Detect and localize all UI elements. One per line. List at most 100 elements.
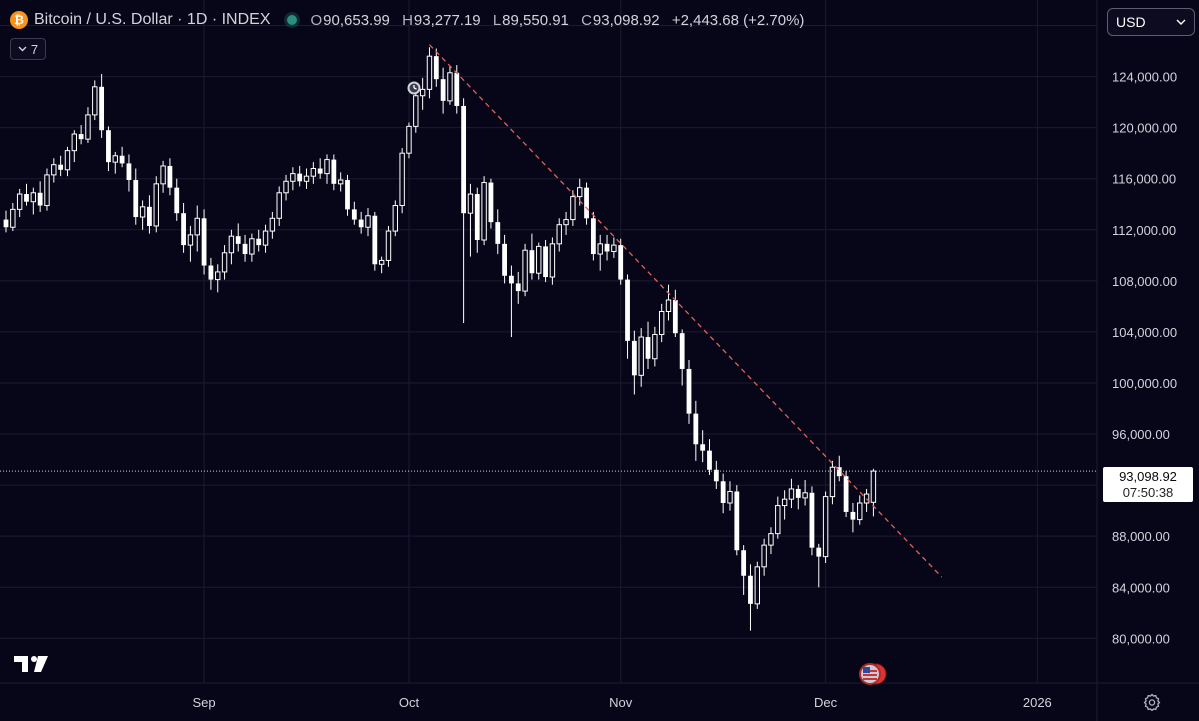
candle-body-down <box>256 238 262 246</box>
price-axis-tick-label: 80,000.00 <box>1112 631 1170 646</box>
candle-body-up <box>228 235 235 254</box>
candle-body-down <box>625 279 630 341</box>
candle-body-down <box>461 105 467 214</box>
candle-body-down <box>720 481 726 503</box>
tradingview-logo-icon[interactable] <box>14 654 50 674</box>
last-price-label: 93,098.92 07:50:38 <box>1103 467 1193 502</box>
candle-body-up <box>337 179 344 185</box>
candle-body-up <box>276 192 282 219</box>
candle-body-up <box>727 491 733 504</box>
candle-body-up <box>221 252 228 273</box>
candle-body-down <box>495 222 501 244</box>
candle-body-up <box>556 224 562 245</box>
candle-body-up <box>153 183 159 227</box>
time-axis[interactable]: Sep Oct Nov Dec 2026 <box>192 695 1051 710</box>
candle-body-up <box>857 502 863 521</box>
alert-clock-icon[interactable] <box>407 81 421 95</box>
candle-body-up <box>536 245 542 274</box>
candle-body-up <box>283 180 289 194</box>
candle-body-down <box>686 368 692 414</box>
candle-body-up <box>822 496 829 558</box>
candle-body-up <box>30 192 37 203</box>
time-axis-tick-label: Oct <box>399 695 420 710</box>
candle-body-up <box>85 114 91 140</box>
candle-body-up <box>378 259 385 265</box>
candle-body-down <box>331 159 337 184</box>
candle-body-up <box>577 187 583 198</box>
price-axis-tick-label: 112,000.00 <box>1112 223 1176 238</box>
candle-body-down <box>543 246 548 278</box>
candle-body-up <box>92 86 98 116</box>
candle-body-down <box>645 337 651 359</box>
time-axis-tick-label: Sep <box>192 695 215 710</box>
candle-body-down <box>167 165 173 188</box>
candle-body-up <box>160 165 166 185</box>
candle-body-down <box>99 86 105 131</box>
candle-body-up <box>426 55 433 90</box>
candle-body-down <box>433 56 439 80</box>
candle-body-down <box>126 163 132 181</box>
currency-select[interactable]: USD <box>1107 8 1195 36</box>
market-status-icon[interactable] <box>286 15 297 25</box>
close-value: 93,098.92 <box>592 11 660 29</box>
price-axis[interactable]: 80,000.0084,000.0088,000.0092,000.0096,0… <box>1112 19 1177 647</box>
bar-countdown: 07:50:38 <box>1122 485 1174 500</box>
candle-body-up <box>310 168 317 177</box>
candle-body-up <box>194 217 200 236</box>
indicators-toggle-button[interactable]: 7 <box>10 38 46 60</box>
candle-body-down <box>502 243 507 276</box>
candle-body-up <box>385 230 392 261</box>
settings-gear-icon[interactable] <box>1143 693 1161 711</box>
candle-body-up <box>522 249 528 292</box>
currency-value: USD <box>1116 14 1146 30</box>
candle-body-up <box>413 95 419 127</box>
candle-body-down <box>78 134 84 140</box>
candle-body-down <box>3 219 9 228</box>
candle-body-up <box>570 196 576 221</box>
candle-body-up <box>802 492 808 499</box>
low-label: L <box>492 11 502 29</box>
symbol-header: ₿ Bitcoin / U.S. Dollar · 1D · INDEX O90… <box>10 8 804 32</box>
price-change: +2,443.68 (+2.70%) <box>671 11 805 29</box>
candle-body-down <box>679 333 685 369</box>
candle-body-down <box>509 275 514 284</box>
candle-body-down <box>631 340 637 376</box>
candle-body-up <box>249 238 255 255</box>
candle-body-down <box>372 215 378 265</box>
chevron-down-icon <box>18 46 27 52</box>
price-axis-tick-label: 108,000.00 <box>1112 274 1177 289</box>
candle-body-down <box>816 547 822 557</box>
symbol-title[interactable]: Bitcoin / U.S. Dollar · 1D · INDEX <box>34 11 271 28</box>
last-price-value: 93,098.92 <box>1119 469 1177 484</box>
candle-body-up <box>788 488 795 500</box>
trendline-drawing[interactable] <box>428 44 943 578</box>
candle-body-down <box>454 72 460 106</box>
candle-body-up <box>768 533 774 546</box>
candle-body-down <box>58 164 64 170</box>
candle-body-down <box>515 283 521 292</box>
candle-body-up <box>392 205 399 232</box>
candle-body-down <box>235 236 241 244</box>
candle-body-up <box>406 125 412 154</box>
candle-body-up <box>481 182 487 241</box>
candle-body-up <box>262 230 269 246</box>
candle-body-up <box>303 175 310 182</box>
candle-body-up <box>399 152 405 207</box>
price-axis-tick-label: 84,000.00 <box>1112 580 1170 595</box>
candle-body-down <box>201 218 207 266</box>
time-axis-tick-label: Dec <box>814 695 838 710</box>
candle-body-down <box>795 488 801 498</box>
high-label: H <box>402 11 413 29</box>
candle-body-down <box>584 187 589 219</box>
close-label: C <box>581 11 592 29</box>
us-flag-event-icon[interactable] <box>858 661 888 687</box>
candle-body-up <box>665 299 672 312</box>
ohlc-values: O90,653.99 H93,277.19 L89,550.91 C93,098… <box>311 12 805 29</box>
candle-body-down <box>836 467 842 477</box>
candle-body-up <box>652 333 658 360</box>
candle-body-down <box>351 209 357 220</box>
candle-body-up <box>754 566 760 605</box>
candle-body-down <box>317 168 323 174</box>
